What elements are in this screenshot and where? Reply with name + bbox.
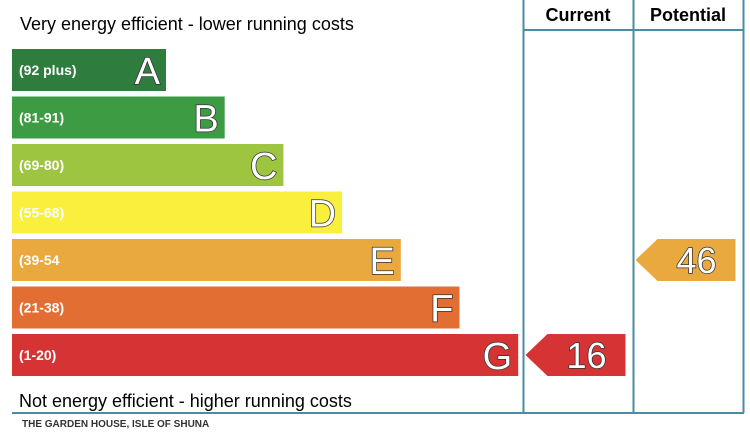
bottom-caption: Not energy efficient - higher running co… bbox=[19, 391, 352, 411]
band-b-bar bbox=[12, 96, 225, 139]
band-c-range: (69-80) bbox=[19, 157, 64, 173]
band-a-bar bbox=[12, 49, 166, 91]
band-d-range: (55-68) bbox=[19, 205, 64, 221]
band-a-range: (92 plus) bbox=[19, 62, 77, 78]
potential-rating-arrow bbox=[635, 239, 736, 281]
band-f-bar bbox=[12, 286, 460, 329]
band-g-letter: G bbox=[483, 336, 513, 378]
band-e-letter: E bbox=[369, 241, 394, 283]
band-e-bar bbox=[12, 239, 401, 281]
band-e-range: (39-54 bbox=[19, 252, 60, 268]
band-c-letter: C bbox=[250, 146, 277, 188]
band-c-bar bbox=[12, 144, 284, 186]
band-g-bar bbox=[12, 334, 519, 376]
current-rating-value: 16 bbox=[566, 335, 606, 376]
band-d-bar bbox=[12, 191, 343, 234]
current-column-header: Current bbox=[545, 5, 610, 25]
band-f-letter: F bbox=[430, 289, 453, 331]
property-address: THE GARDEN HOUSE, ISLE OF SHUNA bbox=[22, 419, 209, 430]
potential-rating-value: 46 bbox=[676, 240, 716, 281]
band-g-range: (1-20) bbox=[19, 347, 56, 363]
band-b-letter: B bbox=[193, 99, 218, 141]
band-d-letter: D bbox=[309, 194, 336, 236]
rating-bands: (92 plus) A (81-91) B (69-80) C (55-68) D (39-54… bbox=[12, 49, 519, 379]
band-f-range: (21-38) bbox=[19, 300, 64, 316]
band-b-range: (81-91) bbox=[19, 110, 64, 126]
band-a-letter: A bbox=[135, 51, 161, 93]
top-caption: Very energy efficient - lower running co… bbox=[20, 14, 354, 34]
current-rating-arrow bbox=[525, 334, 626, 376]
potential-column-header: Potential bbox=[650, 5, 726, 25]
